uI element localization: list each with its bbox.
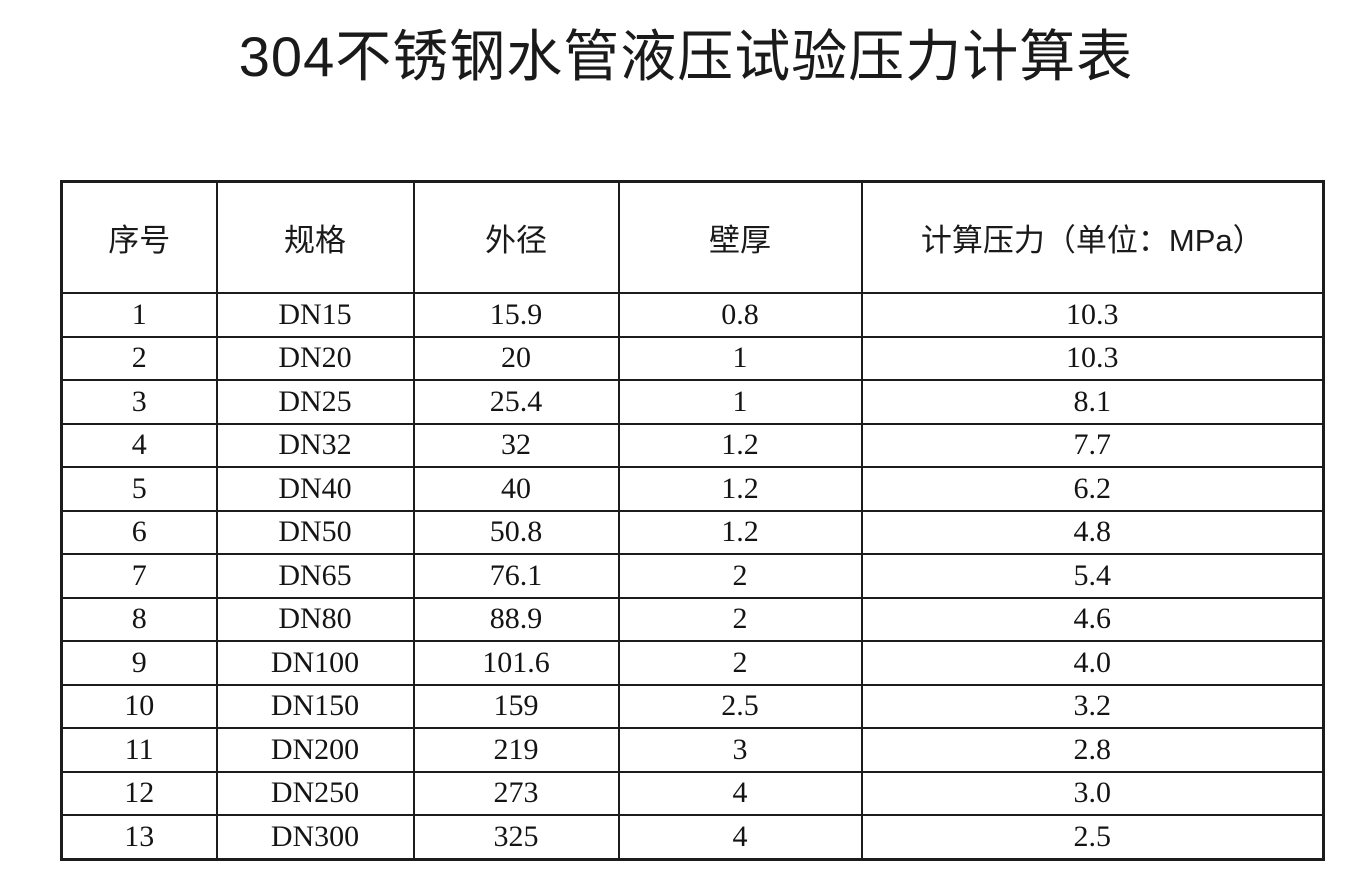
table-row: 8 DN80 88.9 2 4.6 bbox=[60, 596, 1325, 642]
cell-serial: 6 bbox=[60, 509, 218, 555]
cell-serial: 8 bbox=[60, 596, 218, 642]
col-header-calculated-pressure: 计算压力（单位：MPa） bbox=[860, 180, 1325, 294]
cell-serial: 12 bbox=[60, 770, 218, 816]
cell-serial: 1 bbox=[60, 292, 218, 338]
cell-spec: DN32 bbox=[215, 422, 415, 468]
cell-calculated-pressure: 3.0 bbox=[860, 770, 1325, 816]
cell-serial: 11 bbox=[60, 727, 218, 773]
cell-wall-thickness: 2.5 bbox=[617, 683, 863, 729]
table-row: 9 DN100 101.6 2 4.0 bbox=[60, 640, 1325, 686]
cell-spec: DN150 bbox=[215, 683, 415, 729]
cell-serial: 4 bbox=[60, 422, 218, 468]
table-row: 10 DN150 159 2.5 3.2 bbox=[60, 683, 1325, 729]
cell-spec: DN40 bbox=[215, 466, 415, 512]
table-row: 5 DN40 40 1.2 6.2 bbox=[60, 466, 1325, 512]
cell-spec: DN25 bbox=[215, 379, 415, 425]
cell-calculated-pressure: 7.7 bbox=[860, 422, 1325, 468]
cell-wall-thickness: 0.8 bbox=[617, 292, 863, 338]
cell-calculated-pressure: 8.1 bbox=[860, 379, 1325, 425]
cell-wall-thickness: 1.2 bbox=[617, 422, 863, 468]
cell-outer-diameter: 325 bbox=[412, 814, 620, 860]
cell-calculated-pressure: 6.2 bbox=[860, 466, 1325, 512]
cell-wall-thickness: 2 bbox=[617, 640, 863, 686]
table-row: 11 DN200 219 3 2.8 bbox=[60, 727, 1325, 773]
table-row: 1 DN15 15.9 0.8 10.3 bbox=[60, 292, 1325, 338]
cell-outer-diameter: 159 bbox=[412, 683, 620, 729]
cell-serial: 13 bbox=[60, 814, 218, 860]
cell-calculated-pressure: 4.6 bbox=[860, 596, 1325, 642]
table-row: 6 DN50 50.8 1.2 4.8 bbox=[60, 509, 1325, 555]
cell-wall-thickness: 1 bbox=[617, 335, 863, 381]
cell-outer-diameter: 40 bbox=[412, 466, 620, 512]
cell-calculated-pressure: 2.8 bbox=[860, 727, 1325, 773]
table-header-row: 序号 规格 外径 壁厚 计算压力（单位：MPa） bbox=[60, 180, 1325, 294]
cell-spec: DN200 bbox=[215, 727, 415, 773]
cell-spec: DN80 bbox=[215, 596, 415, 642]
table-row: 13 DN300 325 4 2.5 bbox=[60, 814, 1325, 860]
cell-spec: DN300 bbox=[215, 814, 415, 860]
table-body: 1 DN15 15.9 0.8 10.3 2 DN20 20 1 10.3 3 DN25 25.4 1 8.… bbox=[60, 292, 1325, 860]
cell-outer-diameter: 88.9 bbox=[412, 596, 620, 642]
cell-wall-thickness: 1.2 bbox=[617, 509, 863, 555]
cell-serial: 5 bbox=[60, 466, 218, 512]
cell-outer-diameter: 25.4 bbox=[412, 379, 620, 425]
cell-calculated-pressure: 2.5 bbox=[860, 814, 1325, 860]
cell-outer-diameter: 219 bbox=[412, 727, 620, 773]
cell-wall-thickness: 2 bbox=[617, 596, 863, 642]
cell-calculated-pressure: 10.3 bbox=[860, 292, 1325, 338]
col-header-spec: 规格 bbox=[215, 180, 415, 294]
cell-serial: 7 bbox=[60, 553, 218, 599]
cell-spec: DN20 bbox=[215, 335, 415, 381]
cell-spec: DN50 bbox=[215, 509, 415, 555]
col-header-outer-diameter: 外径 bbox=[412, 180, 620, 294]
cell-calculated-pressure: 3.2 bbox=[860, 683, 1325, 729]
cell-outer-diameter: 76.1 bbox=[412, 553, 620, 599]
cell-serial: 9 bbox=[60, 640, 218, 686]
cell-wall-thickness: 3 bbox=[617, 727, 863, 773]
cell-serial: 10 bbox=[60, 683, 218, 729]
cell-calculated-pressure: 4.0 bbox=[860, 640, 1325, 686]
cell-spec: DN65 bbox=[215, 553, 415, 599]
cell-calculated-pressure: 10.3 bbox=[860, 335, 1325, 381]
cell-calculated-pressure: 4.8 bbox=[860, 509, 1325, 555]
cell-outer-diameter: 101.6 bbox=[412, 640, 620, 686]
table-row: 4 DN32 32 1.2 7.7 bbox=[60, 422, 1325, 468]
table-row: 7 DN65 76.1 2 5.4 bbox=[60, 553, 1325, 599]
cell-serial: 3 bbox=[60, 379, 218, 425]
cell-spec: DN250 bbox=[215, 770, 415, 816]
cell-wall-thickness: 1.2 bbox=[617, 466, 863, 512]
pressure-table: 序号 规格 外径 壁厚 计算压力（单位：MPa） 1 DN15 15.9 0.8 10.… bbox=[60, 180, 1325, 861]
cell-spec: DN100 bbox=[215, 640, 415, 686]
cell-wall-thickness: 4 bbox=[617, 814, 863, 860]
cell-outer-diameter: 15.9 bbox=[412, 292, 620, 338]
cell-wall-thickness: 2 bbox=[617, 553, 863, 599]
cell-outer-diameter: 20 bbox=[412, 335, 620, 381]
cell-calculated-pressure: 5.4 bbox=[860, 553, 1325, 599]
cell-wall-thickness: 1 bbox=[617, 379, 863, 425]
cell-outer-diameter: 50.8 bbox=[412, 509, 620, 555]
cell-outer-diameter: 32 bbox=[412, 422, 620, 468]
cell-outer-diameter: 273 bbox=[412, 770, 620, 816]
cell-serial: 2 bbox=[60, 335, 218, 381]
col-header-serial: 序号 bbox=[60, 180, 218, 294]
page-title: 304不锈钢水管液压试验压力计算表 bbox=[238, 25, 1134, 88]
cell-wall-thickness: 4 bbox=[617, 770, 863, 816]
col-header-wall-thickness: 壁厚 bbox=[617, 180, 863, 294]
table-row: 2 DN20 20 1 10.3 bbox=[60, 335, 1325, 381]
table-row: 3 DN25 25.4 1 8.1 bbox=[60, 379, 1325, 425]
table-row: 12 DN250 273 4 3.0 bbox=[60, 770, 1325, 816]
cell-spec: DN15 bbox=[215, 292, 415, 338]
